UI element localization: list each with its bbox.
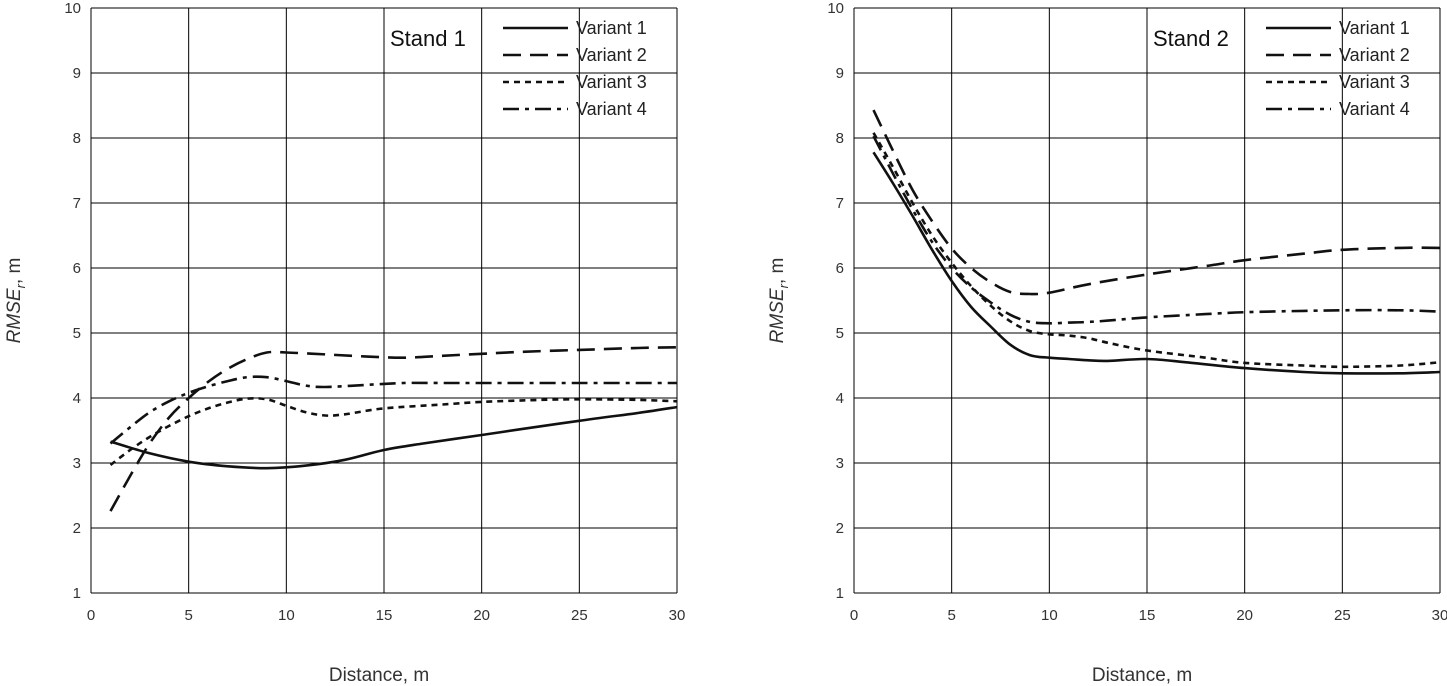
- stand-1-y-tick-label: 1: [73, 585, 81, 602]
- stand-2-y-tick-label: 1: [836, 585, 844, 602]
- chart-stand-1: 0 5 10 15 20 25 30 1 2 3 4 5 6 7 8 9 10 Distance, m RMSEr,…: [0, 0, 686, 686]
- stand-2-y-tick-label: 8: [836, 130, 844, 147]
- stand-1-y-axis-title-unit: , m: [4, 258, 25, 284]
- stand-1-legend-label-variant-1: Variant 1: [576, 18, 647, 38]
- chart-stand-2: 0 5 10 15 20 25 30 1 2 3 4 5 6 7 8 9 10 Distance, m RMSEr,…: [763, 0, 1447, 686]
- stand-1-y-axis-title-main: RMSE: [4, 288, 25, 343]
- stand-2-y-tick-label: 2: [836, 520, 844, 537]
- stand-2-y-tick-label: 6: [836, 260, 844, 277]
- stand-2-panel-label: Stand 2: [1153, 26, 1229, 51]
- stand-2-y-tick-label: 9: [836, 65, 844, 82]
- stand-1-y-axis-title-sub: r: [13, 283, 28, 288]
- stand-2-y-tick-label: 4: [836, 390, 844, 407]
- stand-2-y-tick-label: 7: [836, 195, 844, 212]
- stand-1-legend-label-variant-3: Variant 3: [576, 72, 647, 92]
- stand-1-series-variant-1-line: [110, 405, 678, 470]
- stand-2-x-tick-label: 5: [947, 607, 955, 624]
- stand-1-y-axis-title: RMSEr, m: [4, 258, 28, 344]
- stand-2-x-axis-title: Distance, m: [1092, 665, 1192, 686]
- stand-2-y-axis-title-main: RMSE: [767, 288, 788, 343]
- stand-2-y-tick-label: 5: [836, 325, 844, 342]
- stand-1-x-axis-title: Distance, m: [329, 665, 429, 686]
- stand-2-y-axis-title-sub: r: [776, 283, 791, 288]
- stand-1-y-tick-label: 3: [73, 455, 81, 472]
- stand-2-series-variant-4-line: [872, 135, 1441, 325]
- stand-2-x-tick-label: 25: [1334, 607, 1351, 624]
- stand-2-legend-label-variant-2: Variant 2: [1339, 45, 1410, 65]
- stand-1-x-tick-label: 0: [87, 607, 95, 624]
- stand-1-y-tick-label: 5: [73, 325, 81, 342]
- stand-2-y-axis-title-unit: , m: [767, 258, 788, 284]
- stand-1-y-tick-label: 10: [64, 0, 81, 17]
- stand-2-series-variant-2-line: [872, 109, 1441, 296]
- stand-1-y-tick-label: 7: [73, 195, 81, 212]
- stand-2-x-tick-label: 30: [1432, 607, 1447, 624]
- stand-1-y-tick-label: 9: [73, 65, 81, 82]
- stand-2-series-variant-1-line: [872, 151, 1441, 375]
- chart-stand-1-svg: 0 5 10 15 20 25 30 1 2 3 4 5 6 7 8 9 10 Distance, m RMSEr,…: [4, 0, 686, 686]
- stand-1-x-tick-label: 20: [473, 607, 490, 624]
- stand-2-y-axis-title: RMSEr, m: [767, 258, 791, 344]
- chart-stand-2-svg: 0 5 10 15 20 25 30 1 2 3 4 5 6 7 8 9 10 Distance, m RMSEr,…: [767, 0, 1447, 686]
- stand-1-x-tick-label: 15: [376, 607, 393, 624]
- stand-1-series-variant-2-line: [109, 346, 678, 512]
- stand-1-y-tick-label: 2: [73, 520, 81, 537]
- stand-1-panel-label: Stand 1: [390, 26, 466, 51]
- stand-2-legend-label-variant-3: Variant 3: [1339, 72, 1410, 92]
- stand-2-x-tick-label: 0: [850, 607, 858, 624]
- stand-1-legend-label-variant-2: Variant 2: [576, 45, 647, 65]
- stand-2-legend-label-variant-4: Variant 4: [1339, 99, 1410, 119]
- stand-2-y-tick-label: 3: [836, 455, 844, 472]
- stand-1-y-tick-label: 4: [73, 390, 81, 407]
- stand-1-x-tick-label: 30: [669, 607, 686, 624]
- stand-2-x-tick-label: 10: [1041, 607, 1058, 624]
- stand-1-legend-label-variant-4: Variant 4: [576, 99, 647, 119]
- stand-1-x-tick-label: 5: [184, 607, 192, 624]
- stand-1-x-tick-label: 25: [571, 607, 588, 624]
- stand-1-y-tick-label: 6: [73, 260, 81, 277]
- stand-1-series-variant-3-line: [109, 396, 678, 466]
- stand-2-x-tick-label: 20: [1236, 607, 1253, 624]
- stand-2-y-tick-label: 10: [827, 0, 844, 17]
- stand-1-series-variant-4-line: [109, 375, 677, 445]
- stand-2-legend-label-variant-1: Variant 1: [1339, 18, 1410, 38]
- stand-1-y-tick-label: 8: [73, 130, 81, 147]
- stand-2-x-tick-label: 15: [1139, 607, 1156, 624]
- stand-2-series-variant-3-line: [872, 132, 1441, 369]
- stand-1-x-tick-label: 10: [278, 607, 295, 624]
